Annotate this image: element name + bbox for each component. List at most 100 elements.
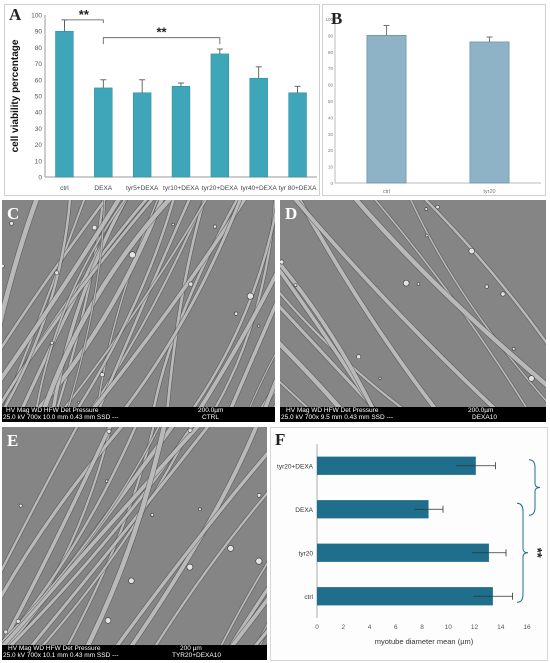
cell-debris	[9, 221, 14, 226]
x-tick-label: tyr40+DEXA	[241, 185, 278, 192]
y-tick-label: 50	[328, 99, 334, 104]
panel-a: A 0 10 20 30 40 50 60 70 80 90 100 cell viability p…	[4, 4, 320, 196]
myotube-fiber	[2, 427, 79, 573]
scale-bar-label: 200.0µm	[198, 407, 224, 414]
myotube-fiber	[249, 353, 275, 407]
cell-debris	[106, 428, 112, 434]
scale-bar-label: 200 µm	[180, 645, 202, 652]
x-tick-label: 2	[341, 624, 345, 631]
y-tick-label: 100	[325, 17, 333, 22]
myotube-fiber	[2, 427, 160, 643]
bar	[469, 41, 510, 184]
cell-debris	[227, 545, 234, 552]
y-tick-label: ctrl	[304, 594, 313, 601]
myotube-fiber	[85, 427, 167, 645]
significance-label: **	[542, 482, 549, 493]
cell-debris	[99, 372, 105, 378]
myotube-fiber	[198, 272, 275, 407]
bar	[317, 456, 476, 475]
y-tick-label: tyr20	[299, 550, 314, 557]
micrograph-d-dexa: D HV Mag WD HFW Det Pressure 25.0 kV 700…	[280, 200, 546, 422]
cell-debris	[171, 222, 175, 227]
cell-debris	[77, 401, 80, 404]
x-tick-label: 10	[445, 624, 453, 631]
panel-f-letter: F	[275, 430, 286, 449]
myotube-fiber	[293, 200, 496, 407]
sem-param-values: 25.0 kV 700x 9.5 mm 0.43 mm SSD ---	[281, 414, 393, 421]
myotube-fiber	[63, 200, 207, 407]
cell-debris	[198, 507, 202, 512]
y-tick-label: 0	[38, 175, 42, 182]
cell-debris	[15, 618, 21, 624]
myotube-fiber	[67, 200, 106, 407]
myotube-fiber	[2, 200, 107, 350]
x-tick-label: tyr10+DEXA	[163, 185, 200, 192]
cell-debris	[3, 629, 9, 635]
cell-debris	[257, 324, 261, 328]
x-tick-label: tyr5+DEXA	[126, 185, 159, 192]
x-tick-label: 12	[471, 624, 479, 631]
cell-debris	[500, 291, 506, 297]
x-tick-label: 8	[420, 624, 424, 631]
x-tick-label: 0	[315, 624, 319, 631]
myotube-fiber	[2, 200, 39, 325]
cell-debris	[435, 205, 440, 210]
x-tick-label: 4	[368, 624, 372, 631]
significance-brace	[528, 459, 541, 516]
sem-info-bar: HV Mag WD HFW Det Pressure 25.0 kV 700x …	[2, 645, 267, 660]
sem-param-labels: HV Mag WD HFW Det Pressure	[6, 407, 99, 414]
x-axis-label: myotube diameter mean (µm)	[375, 637, 474, 646]
myotube-fiber	[410, 200, 546, 402]
x-tick-label: 16	[523, 624, 531, 631]
myotube-fiber	[152, 200, 239, 407]
y-tick-label: 100	[31, 13, 42, 20]
cell-debris	[356, 354, 362, 360]
myotube-fiber	[51, 200, 128, 407]
y-tick-label: 60	[328, 83, 334, 88]
cell-debris	[234, 311, 239, 316]
myotube-fiber	[192, 209, 275, 407]
cell-debris	[511, 346, 516, 351]
panel-b: B 0 10 20 30 40 50 60 70 80 90 100 ctrl tyr20	[322, 4, 546, 196]
bar	[171, 86, 191, 178]
cell-debris	[246, 292, 254, 300]
y-tick-label: 90	[328, 33, 334, 38]
sem-param-values: 25.0 kV 700x 10.0 mm 0.43 mm SSD ---	[3, 414, 119, 421]
x-tick-label: DEXA	[94, 185, 112, 192]
myotube-fiber	[353, 200, 546, 388]
cell-debris	[255, 557, 263, 565]
myotube-fiber	[115, 451, 267, 645]
sem-param-values: 25.0 kV 700x 10.1 mm 0.43 mm SSD ---	[3, 652, 119, 659]
bar	[317, 587, 493, 606]
y-tick-label: 40	[328, 115, 334, 120]
y-tick-label: 70	[35, 61, 43, 68]
significance-bracket	[64, 19, 104, 28]
sample-label: CTRL	[202, 414, 219, 421]
cell-debris	[187, 428, 193, 433]
sem-info-bar: HV Mag WD HFW Det Pressure 25.0 kV 700x …	[280, 407, 546, 422]
cell-debris	[424, 207, 429, 211]
cell-debris	[91, 225, 98, 231]
cell-debris	[468, 247, 475, 255]
myotube-fiber	[280, 291, 403, 407]
bar	[249, 77, 268, 178]
chart-f-myotube-diameter: 0 2 4 6 8 10 12 14 16 myotube diameter mean (µm) t…	[277, 444, 550, 646]
bar	[210, 53, 230, 178]
micrograph-texture	[2, 200, 275, 407]
significance-label: **	[79, 7, 90, 22]
myotube-fiber	[2, 427, 124, 599]
sample-label: DEXA10	[472, 414, 497, 421]
y-tick-label: 60	[35, 77, 43, 84]
panel-e-letter: E	[7, 431, 19, 450]
y-axis-label: cell viability percentage	[10, 39, 21, 152]
x-tick-label: tyr 80+DEXA	[279, 185, 317, 192]
cell-debris	[128, 251, 136, 259]
cell-debris	[293, 283, 298, 287]
cell-debris	[528, 375, 535, 382]
y-tick-label: 0	[330, 181, 333, 186]
panel-c-letter: C	[7, 204, 20, 223]
sem-param-labels: HV Mag WD HFW Det Pressure	[286, 407, 379, 414]
cell-debris	[213, 224, 217, 229]
y-tick-label: 30	[35, 126, 43, 133]
bar	[366, 34, 407, 184]
